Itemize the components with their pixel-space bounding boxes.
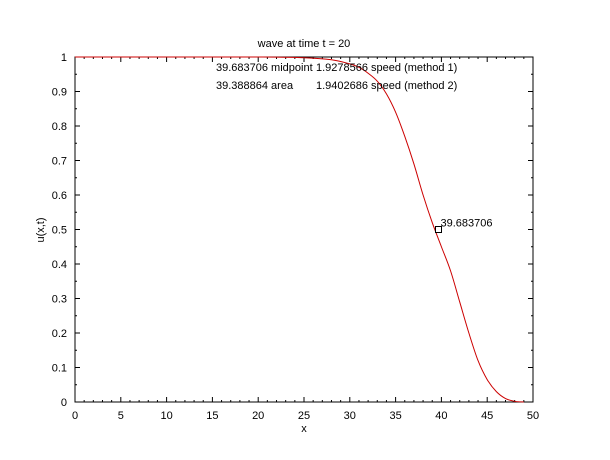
y-tick-label: 0.7 xyxy=(52,156,67,168)
axis-ticks xyxy=(74,56,534,403)
y-tick-label: 0.5 xyxy=(52,225,67,237)
x-tick-label: 5 xyxy=(118,410,124,422)
y-tick-label: 0.4 xyxy=(52,259,67,271)
midpoint-marker xyxy=(435,226,443,233)
x-tick-labels: 0 5 10 15 20 25 30 35 40 45 50 xyxy=(72,410,539,422)
x-tick-label: 20 xyxy=(252,410,264,422)
plot-frame xyxy=(74,56,534,403)
marker-label: 39.683706 xyxy=(441,218,493,230)
x-tick-label: 50 xyxy=(527,410,539,422)
y-tick-label: 0.8 xyxy=(52,121,67,133)
x-tick-label: 45 xyxy=(481,410,493,422)
y-tick-label: 0.9 xyxy=(52,87,67,99)
x-tick-label: 15 xyxy=(206,410,218,422)
y-tick-label: 0 xyxy=(61,397,67,409)
y-tick-label: 0.2 xyxy=(52,328,67,340)
chart-title: wave at time t = 20 xyxy=(257,38,351,50)
annotation-area: 39.388864 area xyxy=(216,80,294,92)
y-tick-label: 0.6 xyxy=(52,190,67,202)
x-tick-label: 10 xyxy=(160,410,172,422)
x-tick-label: 0 xyxy=(72,410,78,422)
y-tick-label: 0.3 xyxy=(52,294,67,306)
annotation-midpoint: 39.683706 midpoint xyxy=(216,62,313,74)
y-tick-labels: 0 0.1 0.2 0.3 0.4 0.5 0.6 0.7 0.8 0.9 1 xyxy=(52,52,67,409)
annotation-speed-method-2: 1.9402686 speed (method 2) xyxy=(316,80,457,92)
y-axis-label: u(x,t) xyxy=(35,217,47,242)
x-tick-label: 40 xyxy=(435,410,447,422)
x-tick-label: 30 xyxy=(344,410,356,422)
x-axis-label: x xyxy=(301,423,307,435)
series-line xyxy=(75,56,524,403)
y-tick-label: 1 xyxy=(61,52,67,64)
y-tick-label: 0.1 xyxy=(52,363,67,375)
x-tick-label: 35 xyxy=(389,410,401,422)
x-tick-label: 25 xyxy=(298,410,310,422)
annotation-speed-method-1: 1.9278566 speed (method 1) xyxy=(316,62,457,74)
